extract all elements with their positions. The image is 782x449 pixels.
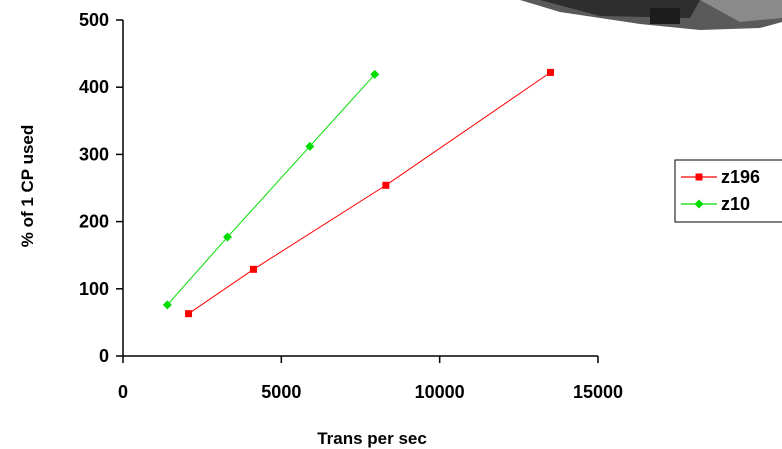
data-point-z10	[223, 232, 232, 242]
data-point-z196	[547, 68, 554, 76]
legend-label: z196	[721, 167, 760, 187]
series-z196	[185, 68, 554, 318]
x-tick-label: 15000	[573, 382, 623, 402]
x-tick-label: 5000	[261, 382, 301, 402]
y-tick-label: 200	[79, 212, 109, 232]
data-point-z196	[185, 310, 193, 318]
data-point-z196	[382, 181, 390, 189]
legend-label: z10	[721, 194, 750, 214]
legend: z196 z10	[674, 159, 782, 223]
corner-photo-fragment	[520, 0, 782, 30]
y-ticks: 0 100 200 300 400 500	[79, 10, 123, 366]
legend-item-z196: z196	[681, 167, 760, 187]
series-line-z10	[166, 74, 376, 306]
y-tick-label: 100	[79, 279, 109, 299]
legend-marker	[694, 199, 704, 209]
series-z10	[162, 69, 380, 310]
data-point-z196	[249, 265, 257, 273]
data-point-z10	[370, 69, 380, 79]
series-layer	[162, 68, 554, 318]
legend-marker	[695, 173, 703, 181]
legend-item-z10: z10	[681, 194, 750, 214]
series-line-z196	[188, 71, 551, 315]
x-tick-label: 10000	[415, 382, 465, 402]
y-tick-label: 0	[99, 346, 109, 366]
legend-box	[674, 159, 782, 223]
x-ticks: 0 5000 10000 15000	[118, 356, 623, 402]
x-axis-title: Trans per sec	[317, 429, 427, 448]
x-tick-label: 0	[118, 382, 128, 402]
data-point-z10	[305, 141, 315, 151]
y-tick-label: 300	[79, 144, 109, 164]
data-point-z10	[162, 300, 172, 310]
y-tick-label: 400	[79, 77, 109, 97]
y-tick-label: 500	[79, 10, 109, 30]
y-axis-title: % of 1 CP used	[18, 125, 37, 248]
axes	[122, 20, 598, 357]
